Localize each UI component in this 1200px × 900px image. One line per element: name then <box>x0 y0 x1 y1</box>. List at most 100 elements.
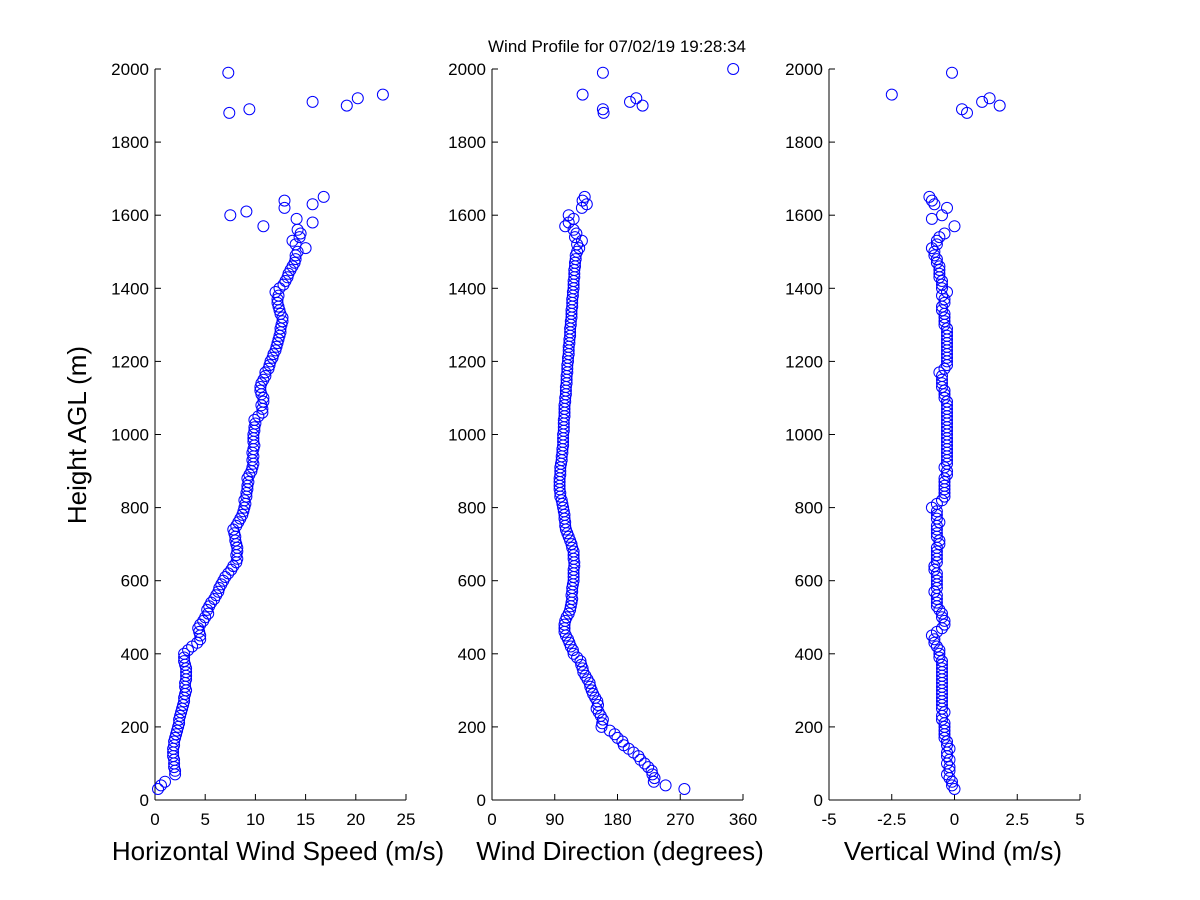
data-point <box>248 413 261 426</box>
data-point <box>584 680 597 693</box>
data-point <box>228 527 241 540</box>
data-point <box>583 677 596 689</box>
data-point <box>928 198 941 211</box>
data-point <box>567 212 580 225</box>
data-point <box>269 286 282 298</box>
data-point <box>930 234 943 247</box>
data-point <box>933 651 946 664</box>
data-point <box>938 479 951 492</box>
data-point <box>169 731 182 744</box>
horizontal-wind-speed-y-tick-label: 800 <box>121 499 149 518</box>
vertical-wind-y-tick-label: 1600 <box>785 206 823 225</box>
data-point <box>930 574 943 587</box>
data-point <box>938 293 951 306</box>
data-point <box>262 362 275 375</box>
data-point <box>936 282 948 295</box>
vertical-wind-x-axis-label: Vertical Wind (m/s) <box>844 836 1062 866</box>
data-point <box>596 103 609 116</box>
data-point <box>580 198 593 211</box>
data-point <box>933 534 946 547</box>
data-point <box>278 201 291 214</box>
data-point <box>941 201 953 214</box>
data-point <box>941 395 953 408</box>
data-point <box>223 106 236 119</box>
data-point <box>930 545 943 558</box>
wind-direction-x-tick-label: 180 <box>603 810 631 829</box>
data-point <box>938 227 951 240</box>
data-point <box>659 779 672 792</box>
data-point <box>936 655 948 668</box>
data-point <box>291 223 304 236</box>
data-point <box>276 315 289 328</box>
horizontal-wind-speed-y-tick-label: 1600 <box>111 206 149 225</box>
data-point <box>571 238 584 251</box>
data-point <box>222 66 235 79</box>
data-point <box>273 304 286 317</box>
data-point <box>936 373 948 386</box>
horizontal-wind-speed-y-tick-label: 1400 <box>111 279 149 298</box>
data-point <box>266 351 279 364</box>
data-point <box>624 95 636 108</box>
data-point <box>340 99 353 112</box>
horizontal-wind-speed-y-tick-label: 1200 <box>111 352 149 371</box>
data-point <box>925 194 938 207</box>
data-point <box>638 757 651 770</box>
vertical-wind-y-tick-label: 2000 <box>785 60 823 79</box>
data-point <box>938 362 951 375</box>
data-point <box>936 209 948 222</box>
data-point <box>290 212 303 225</box>
vertical-wind-y-tick-label: 600 <box>795 572 823 591</box>
data-point <box>155 779 167 792</box>
vertical-wind-x-tick-label: -2.5 <box>877 810 906 829</box>
data-point <box>577 666 590 679</box>
data-point <box>273 282 286 295</box>
data-point <box>271 337 284 350</box>
data-point <box>603 724 616 737</box>
horizontal-wind-speed-y-tick-label: 1800 <box>111 133 149 152</box>
data-point <box>562 209 575 222</box>
data-point <box>936 611 948 624</box>
data-point <box>291 245 304 258</box>
data-point <box>289 253 302 266</box>
data-point <box>938 388 951 401</box>
data-point <box>943 761 956 774</box>
data-point <box>948 220 961 233</box>
wind-direction-y-tick-label: 1600 <box>448 206 486 225</box>
wind-direction-y-tick-label: 1200 <box>448 352 486 371</box>
data-point <box>578 190 591 203</box>
wind-direction-x-tick-label: 90 <box>545 810 564 829</box>
data-point <box>936 370 948 382</box>
data-point <box>941 329 953 342</box>
data-point <box>570 227 583 240</box>
data-point <box>946 66 958 79</box>
vertical-wind-y-tick-label: 0 <box>814 791 823 810</box>
data-point <box>178 655 191 668</box>
data-point <box>943 753 956 766</box>
data-point <box>286 234 299 247</box>
vertical-wind-x-tick-label: 5 <box>1075 810 1084 829</box>
data-point <box>983 92 996 105</box>
data-point <box>306 198 319 211</box>
data-point <box>933 260 946 273</box>
data-point <box>925 212 938 225</box>
wind-direction-x-tick-label: 270 <box>666 810 694 829</box>
data-point <box>591 695 604 708</box>
data-point <box>636 99 649 112</box>
panel-vertical-wind: 0 200 400 600 800 1000 1200 1400 1600 1800 2000 -5 -… <box>785 60 1085 866</box>
data-point <box>152 783 164 795</box>
data-point <box>159 775 171 788</box>
vertical-wind-y-tick-label: 800 <box>795 499 823 518</box>
data-point <box>928 585 941 598</box>
data-point <box>227 560 240 573</box>
data-point <box>936 494 948 507</box>
data-point <box>210 589 223 602</box>
data-point <box>199 611 212 624</box>
data-point <box>956 103 968 116</box>
horizontal-wind-speed-y-tick-label: 0 <box>140 791 149 810</box>
wind-direction-y-tick-label: 0 <box>477 791 486 810</box>
data-point <box>930 549 943 562</box>
data-point <box>933 516 946 529</box>
data-point <box>240 205 253 218</box>
